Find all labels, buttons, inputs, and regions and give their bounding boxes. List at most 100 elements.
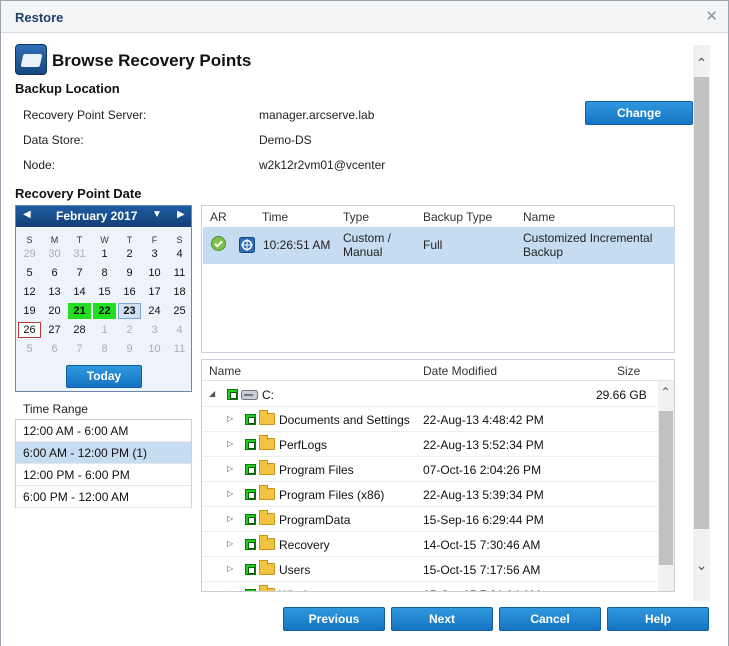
next-button[interactable]: Next: [391, 607, 493, 631]
next-month-icon[interactable]: ▶: [177, 209, 185, 220]
calendar-day[interactable]: 27: [48, 324, 61, 336]
file-row[interactable]: ▷ PerfLogs 22-Aug-13 5:52:34 PM: [202, 432, 658, 457]
time-range-item[interactable]: 12:00 PM - 6:00 PM: [16, 464, 191, 486]
col-ar[interactable]: AR: [210, 210, 227, 224]
prev-month-icon[interactable]: ◀: [23, 209, 31, 220]
file-row[interactable]: ▷ Program Files 07-Oct-16 2:04:26 PM: [202, 457, 658, 482]
calendar-day[interactable]: 25: [173, 305, 186, 317]
calendar-day[interactable]: 3: [151, 324, 158, 336]
scroll-up-icon[interactable]: ⌃: [695, 55, 708, 71]
calendar-day[interactable]: 20: [48, 305, 61, 317]
calendar-day[interactable]: 23: [118, 303, 141, 319]
expand-icon[interactable]: ▷: [227, 564, 234, 573]
file-row[interactable]: ▷ Windows 15-Oct-15 7:31:04 AM: [202, 582, 658, 591]
calendar-day[interactable]: 18: [173, 286, 186, 298]
calendar-day[interactable]: 10: [148, 267, 161, 279]
collapse-icon[interactable]: ◢: [209, 389, 216, 398]
calendar-day[interactable]: 16: [123, 286, 136, 298]
month-menu-icon[interactable]: ▼: [152, 209, 162, 220]
calendar-day[interactable]: 6: [51, 343, 58, 355]
calendar-day[interactable]: 11: [173, 343, 186, 355]
calendar-day[interactable]: 1: [101, 324, 108, 336]
calendar-day[interactable]: 30: [48, 248, 61, 260]
calendar-day[interactable]: 8: [101, 343, 108, 355]
calendar-day[interactable]: 14: [73, 286, 86, 298]
scroll-down-icon[interactable]: ⌄: [695, 557, 708, 573]
calendar-day[interactable]: 7: [76, 343, 83, 355]
expand-icon[interactable]: ▷: [227, 439, 234, 448]
calendar-day[interactable]: 2: [126, 324, 133, 336]
col-file-name[interactable]: Name: [209, 364, 242, 378]
help-button[interactable]: Help: [607, 607, 709, 631]
calendar-day[interactable]: 1: [101, 248, 108, 260]
calendar-day[interactable]: 21: [68, 303, 91, 319]
calendar-day[interactable]: 4: [176, 324, 183, 336]
calendar-day[interactable]: 6: [51, 267, 58, 279]
col-time[interactable]: Time: [262, 210, 289, 224]
file-grid-scrollbar[interactable]: ⌃: [658, 381, 674, 591]
expand-icon[interactable]: ▷: [227, 489, 234, 498]
calendar-day[interactable]: 13: [48, 286, 61, 298]
col-size[interactable]: Size: [617, 364, 641, 378]
expand-icon[interactable]: ▷: [227, 464, 234, 473]
calendar-day[interactable]: 8: [101, 267, 108, 279]
calendar-day[interactable]: 28: [73, 324, 86, 336]
calendar-month[interactable]: February 2017: [56, 209, 138, 223]
checkbox-icon[interactable]: [245, 414, 256, 425]
calendar-day[interactable]: 12: [23, 286, 36, 298]
col-name[interactable]: Name: [523, 210, 556, 224]
file-row[interactable]: ▷ Program Files (x86) 22-Aug-13 5:39:34 PM: [202, 482, 658, 507]
recovery-point-row[interactable]: 10:26:51 AM Custom / Manual Full Customi…: [203, 227, 675, 264]
checkbox-icon[interactable]: [227, 389, 238, 400]
calendar-day[interactable]: 9: [126, 267, 133, 279]
cancel-button[interactable]: Cancel: [499, 607, 601, 631]
checkbox-icon[interactable]: [245, 464, 256, 475]
file-row[interactable]: ▷ Documents and Settings 22-Aug-13 4:48:42…: [202, 407, 658, 432]
calendar-day[interactable]: 31: [73, 248, 86, 260]
file-row[interactable]: ▷ Users 15-Oct-15 7:17:56 AM: [202, 557, 658, 582]
calendar-day[interactable]: 15: [98, 286, 111, 298]
time-range-item-selected[interactable]: 6:00 AM - 12:00 PM (1): [16, 442, 191, 464]
change-button[interactable]: Change: [585, 101, 693, 125]
calendar-day[interactable]: 5: [26, 343, 33, 355]
main-scroll-thumb[interactable]: [694, 77, 709, 529]
previous-button[interactable]: Previous: [283, 607, 385, 631]
calendar-day[interactable]: 10: [148, 343, 161, 355]
calendar-day[interactable]: 26: [18, 322, 41, 338]
calendar-day[interactable]: 5: [26, 267, 33, 279]
file-row[interactable]: ▷ ProgramData 15-Sep-16 6:29:44 PM: [202, 507, 658, 532]
close-icon[interactable]: ✕: [705, 8, 718, 25]
calendar-day[interactable]: 22: [93, 303, 116, 319]
main-scrollbar[interactable]: ⌃ ⌄: [693, 45, 710, 601]
file-scroll-thumb[interactable]: [659, 411, 673, 565]
col-type[interactable]: Type: [343, 210, 370, 224]
checkbox-icon[interactable]: [245, 439, 256, 450]
expand-icon[interactable]: ▷: [227, 589, 233, 591]
file-row[interactable]: ▷ Recovery 14-Oct-15 7:30:46 AM: [202, 532, 658, 557]
calendar-day[interactable]: 11: [173, 267, 186, 279]
checkbox-icon[interactable]: [245, 564, 256, 575]
calendar-day[interactable]: 4: [176, 248, 183, 260]
expand-icon[interactable]: ▷: [227, 514, 234, 523]
calendar-day[interactable]: 17: [148, 286, 161, 298]
drive-row[interactable]: ◢ C: 29.66 GB: [202, 382, 658, 407]
checkbox-icon[interactable]: [245, 589, 256, 591]
calendar-day[interactable]: 24: [148, 305, 161, 317]
checkbox-icon[interactable]: [245, 539, 256, 550]
calendar-day[interactable]: 9: [126, 343, 133, 355]
col-backup-type[interactable]: Backup Type: [423, 210, 493, 224]
checkbox-icon[interactable]: [245, 489, 256, 500]
expand-icon[interactable]: ▷: [227, 414, 234, 423]
today-button[interactable]: Today: [66, 365, 142, 388]
calendar-day[interactable]: 29: [23, 248, 36, 260]
checkbox-icon[interactable]: [245, 514, 256, 525]
col-date-modified[interactable]: Date Modified: [423, 364, 498, 378]
time-range-item[interactable]: 12:00 AM - 6:00 AM: [16, 420, 191, 442]
calendar-day[interactable]: 3: [151, 248, 158, 260]
calendar-day[interactable]: 7: [76, 267, 83, 279]
time-range-item[interactable]: 6:00 PM - 12:00 AM: [16, 486, 191, 508]
calendar-day[interactable]: 19: [23, 305, 36, 317]
calendar-day[interactable]: 2: [126, 248, 133, 260]
expand-icon[interactable]: ▷: [227, 539, 234, 548]
file-scroll-up-icon[interactable]: ⌃: [660, 385, 671, 399]
